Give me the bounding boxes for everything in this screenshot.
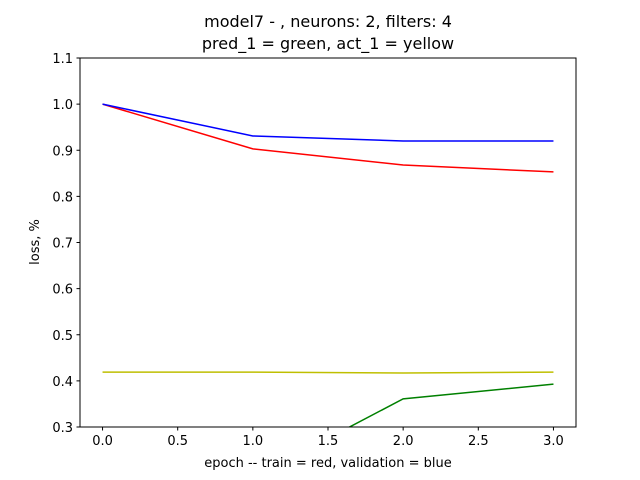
line-series bbox=[102, 103, 554, 142]
x-tick-label: 1.5 bbox=[318, 434, 339, 449]
y-tick-label: 0.7 bbox=[52, 237, 73, 252]
x-tick-label: 1.0 bbox=[243, 434, 264, 449]
line-series bbox=[347, 383, 554, 427]
x-tick-label: 0.0 bbox=[92, 434, 113, 449]
x-tick-label: 3.0 bbox=[543, 434, 564, 449]
x-tick-label: 0.5 bbox=[167, 434, 188, 449]
x-tick-label: 2.0 bbox=[393, 434, 414, 449]
x-axis-label: epoch -- train = red, validation = blue bbox=[204, 456, 452, 471]
y-tick-label: 0.3 bbox=[52, 421, 73, 436]
y-axis-label: loss, % bbox=[28, 219, 43, 265]
y-tick-label: 0.9 bbox=[52, 144, 73, 159]
line-series bbox=[102, 371, 554, 374]
chart-subtitle: pred_1 = green, act_1 = yellow bbox=[202, 34, 454, 54]
x-tick-label: 2.5 bbox=[468, 434, 489, 449]
y-tick-label: 0.8 bbox=[52, 190, 73, 205]
chart-title: model7 - , neurons: 2, filters: 4 bbox=[204, 12, 452, 31]
y-tick-label: 0.5 bbox=[52, 329, 73, 344]
y-tick-label: 0.6 bbox=[52, 283, 73, 298]
y-tick-label: 1.1 bbox=[52, 52, 73, 67]
y-tick-label: 0.4 bbox=[52, 375, 73, 390]
y-tick-label: 1.0 bbox=[52, 98, 73, 113]
plot-area bbox=[102, 103, 554, 427]
line-series bbox=[102, 103, 554, 173]
